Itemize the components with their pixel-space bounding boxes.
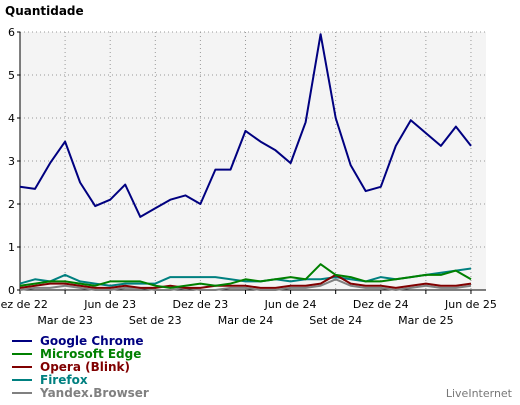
x-tick-label: Jun de 24 bbox=[264, 298, 317, 311]
x-tick-label: Set de 24 bbox=[309, 314, 362, 327]
legend-swatch bbox=[12, 378, 32, 381]
x-tick-label: Dez de 24 bbox=[353, 298, 409, 311]
x-tick-label: Jun de 23 bbox=[83, 298, 136, 311]
legend-label: Yandex.Browser bbox=[40, 385, 149, 400]
legend-label: Google Chrome bbox=[40, 333, 144, 348]
legend-swatch bbox=[12, 352, 32, 355]
x-tick-label: Mar de 23 bbox=[37, 314, 93, 327]
legend: Google Chrome Microsoft Edge Opera (Blink)… bbox=[12, 333, 149, 400]
legend-item: Firefox bbox=[12, 372, 149, 387]
legend-item: Opera (Blink) bbox=[12, 359, 149, 374]
legend-swatch bbox=[12, 339, 32, 342]
legend-label: Opera (Blink) bbox=[40, 359, 130, 374]
y-tick-label: 0 bbox=[8, 284, 15, 297]
legend-item: Yandex.Browser bbox=[12, 385, 149, 400]
x-tick-label: Dez de 22 bbox=[0, 298, 48, 311]
y-tick-label: 6 bbox=[8, 26, 15, 39]
x-tick-label: Set de 23 bbox=[129, 314, 182, 327]
legend-item: Google Chrome bbox=[12, 333, 149, 348]
x-tick-label: Mar de 24 bbox=[218, 314, 274, 327]
y-tick-label: 5 bbox=[8, 69, 15, 82]
x-tick-label: Dez de 23 bbox=[173, 298, 229, 311]
x-tick-label: Jun de 25 bbox=[444, 298, 497, 311]
series-line-opera-blink bbox=[19, 273, 472, 289]
x-tick-label: Mar de 25 bbox=[398, 314, 454, 327]
legend-swatch bbox=[12, 365, 32, 368]
legend-label: Firefox bbox=[40, 372, 88, 387]
series-line-yandex-browser bbox=[19, 278, 472, 291]
y-tick-label: 2 bbox=[8, 198, 15, 211]
series-line-google-chrome bbox=[19, 33, 472, 218]
y-tick-label: 1 bbox=[8, 241, 15, 254]
watermark: LiveInternet bbox=[445, 387, 512, 400]
y-tick-label: 4 bbox=[8, 112, 15, 125]
legend-swatch bbox=[12, 391, 32, 394]
series-line-microsoft-edge bbox=[19, 263, 472, 289]
y-tick-label: 3 bbox=[8, 155, 15, 168]
y-axis-title: Quantidade bbox=[5, 4, 84, 18]
legend-label: Microsoft Edge bbox=[40, 346, 142, 361]
legend-item: Microsoft Edge bbox=[12, 346, 149, 361]
